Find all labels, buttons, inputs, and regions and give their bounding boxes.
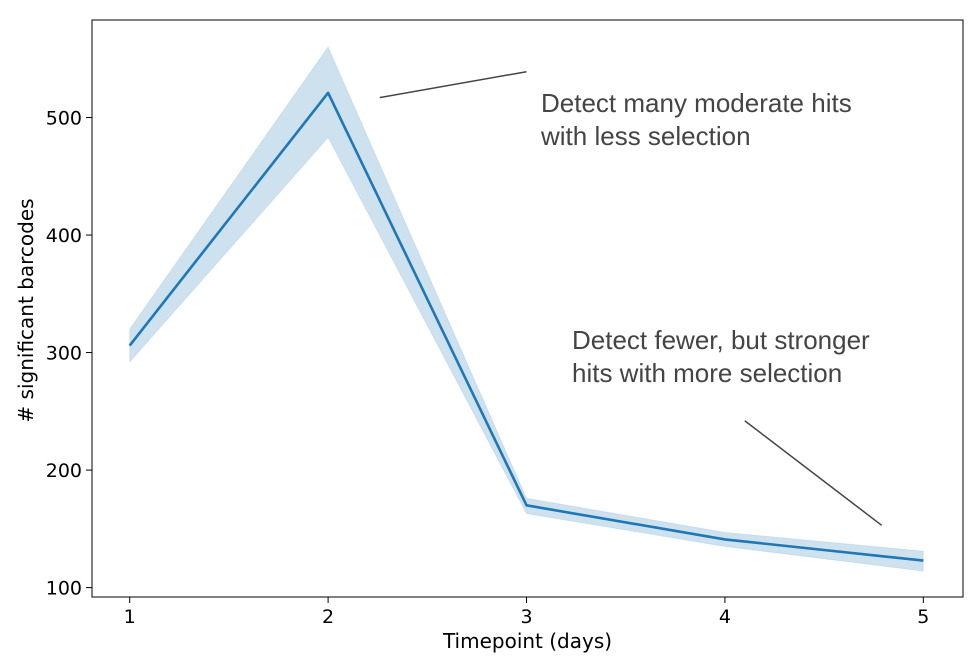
- series-line-layer: [128, 91, 924, 562]
- confidence-band-layer: [129, 46, 924, 572]
- x-tick-label: 5: [917, 606, 929, 628]
- annotation-text: with less selection: [540, 121, 751, 151]
- annotation-pointer: [744, 420, 883, 526]
- x-axis-ticks: 1 2 3 4 5: [124, 597, 929, 628]
- y-tick-label: 200: [46, 460, 82, 482]
- y-tick-label: 300: [46, 343, 82, 365]
- annotation-text: Detect many moderate hits: [541, 88, 852, 118]
- series-line: [128, 91, 924, 562]
- x-tick-label: 3: [520, 606, 532, 628]
- annotation-text: hits with more selection: [572, 358, 842, 388]
- annotation-pointer: [379, 70, 527, 99]
- x-tick-label: 1: [124, 606, 136, 628]
- y-axis-label: # significant barcodes: [14, 198, 38, 422]
- y-tick-label: 100: [46, 578, 82, 600]
- annotation-text: Detect fewer, but stronger: [572, 325, 870, 355]
- x-tick-label: 2: [322, 606, 334, 628]
- plot-frame: [91, 19, 964, 598]
- y-tick-label: 500: [46, 108, 82, 130]
- y-axis-ticks: 100 200 300 400 500: [46, 108, 92, 600]
- x-axis-label: Timepoint (days): [442, 629, 612, 653]
- y-tick-label: 400: [46, 225, 82, 247]
- confidence-band: [129, 46, 924, 572]
- x-tick-label: 4: [719, 606, 731, 628]
